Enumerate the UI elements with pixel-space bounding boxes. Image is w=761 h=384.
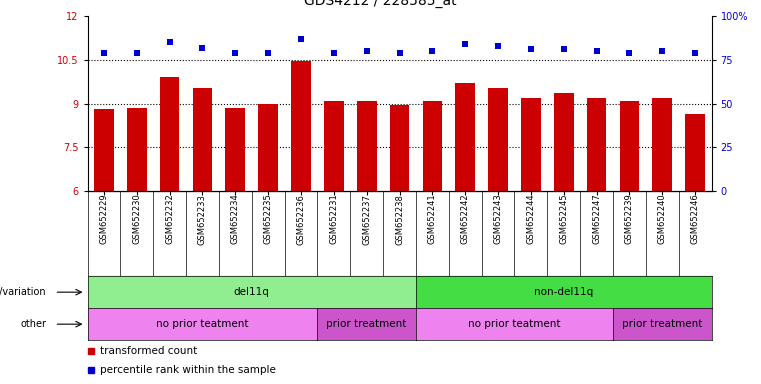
Point xyxy=(459,41,471,47)
Bar xyxy=(587,98,607,191)
Text: other: other xyxy=(20,319,46,329)
Bar xyxy=(554,93,574,191)
Text: percentile rank within the sample: percentile rank within the sample xyxy=(100,365,275,375)
Bar xyxy=(357,101,377,191)
Text: GSM652246: GSM652246 xyxy=(691,194,699,245)
Text: prior treatment: prior treatment xyxy=(622,319,702,329)
Bar xyxy=(324,101,344,191)
Bar xyxy=(489,88,508,191)
Text: no prior teatment: no prior teatment xyxy=(468,319,561,329)
Text: GSM652236: GSM652236 xyxy=(297,194,305,245)
Text: genotype/variation: genotype/variation xyxy=(0,287,46,297)
Point xyxy=(164,39,176,45)
Text: GSM652230: GSM652230 xyxy=(132,194,142,245)
Text: prior treatment: prior treatment xyxy=(326,319,407,329)
Point xyxy=(689,50,701,56)
Bar xyxy=(455,83,475,191)
Point xyxy=(361,48,373,54)
Text: GSM652241: GSM652241 xyxy=(428,194,437,244)
Bar xyxy=(652,98,672,191)
Text: GSM652242: GSM652242 xyxy=(460,194,470,244)
Bar xyxy=(160,78,180,191)
Point xyxy=(393,50,406,56)
Text: no prior teatment: no prior teatment xyxy=(156,319,249,329)
Bar xyxy=(225,108,245,191)
Bar xyxy=(390,105,409,191)
Bar xyxy=(127,108,147,191)
Text: GSM652235: GSM652235 xyxy=(263,194,272,245)
Point xyxy=(229,50,241,56)
Point xyxy=(426,48,438,54)
Point xyxy=(98,50,110,56)
Bar xyxy=(291,61,310,191)
Text: GSM652232: GSM652232 xyxy=(165,194,174,245)
Text: GSM652240: GSM652240 xyxy=(658,194,667,244)
Bar xyxy=(258,104,278,191)
Point xyxy=(591,48,603,54)
Point xyxy=(623,50,635,56)
Text: GSM652229: GSM652229 xyxy=(100,194,108,244)
Bar xyxy=(193,88,212,191)
Text: GSM652239: GSM652239 xyxy=(625,194,634,245)
Text: GSM652245: GSM652245 xyxy=(559,194,568,244)
Text: GSM652244: GSM652244 xyxy=(527,194,536,244)
Text: transformed count: transformed count xyxy=(100,346,197,356)
Point xyxy=(558,46,570,53)
Point xyxy=(656,48,668,54)
Bar xyxy=(685,114,705,191)
Point xyxy=(328,50,340,56)
Text: GSM652243: GSM652243 xyxy=(494,194,502,245)
Text: GSM652238: GSM652238 xyxy=(395,194,404,245)
Bar xyxy=(94,109,114,191)
Text: GSM652231: GSM652231 xyxy=(330,194,339,245)
Point xyxy=(196,45,209,51)
Text: del11q: del11q xyxy=(234,287,269,297)
Point xyxy=(295,36,307,42)
Point xyxy=(131,50,143,56)
Point xyxy=(525,46,537,53)
Text: GSM652233: GSM652233 xyxy=(198,194,207,245)
Point xyxy=(262,50,274,56)
Text: non-del11q: non-del11q xyxy=(534,287,594,297)
Point xyxy=(492,43,504,49)
Text: GSM652234: GSM652234 xyxy=(231,194,240,245)
Bar xyxy=(521,98,541,191)
Text: GSM652237: GSM652237 xyxy=(362,194,371,245)
Text: GSM652247: GSM652247 xyxy=(592,194,601,245)
Text: GDS4212 / 228585_at: GDS4212 / 228585_at xyxy=(304,0,457,8)
Bar xyxy=(422,101,442,191)
Bar xyxy=(619,101,639,191)
